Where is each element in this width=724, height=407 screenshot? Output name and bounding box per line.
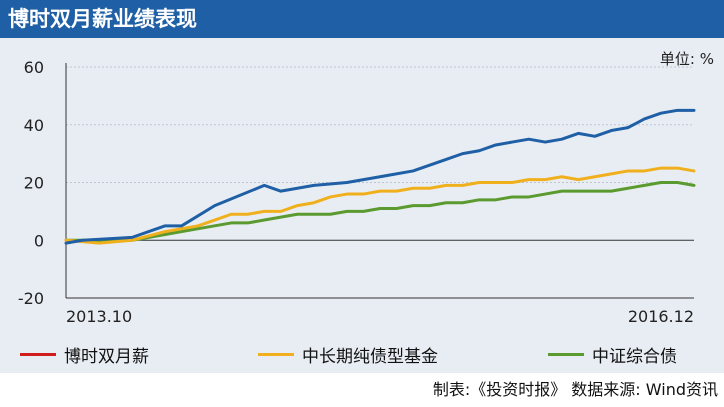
legend-label: 中证综合债 — [592, 346, 677, 367]
legend-label: 博时双月薪 — [64, 346, 149, 367]
legend: 博时双月薪 中长期纯债型基金 中证综合债 — [0, 338, 724, 370]
y-tick-label: -20 — [18, 289, 44, 308]
legend-item: 中长期纯债型基金 — [258, 338, 438, 370]
y-tick-label: 20 — [24, 174, 44, 193]
series-line — [64, 166, 696, 245]
y-tick-label: 0 — [34, 231, 44, 250]
chart-title: 博时双月薪业绩表现 — [0, 0, 724, 38]
x-tick-label: 2013.10 — [66, 307, 132, 326]
chart-panel — [0, 38, 724, 373]
x-tick-label: 2016.12 — [628, 307, 694, 326]
legend-item: 中证综合债 — [548, 338, 677, 370]
unit-label: 单位: % — [659, 50, 714, 68]
source-note: 制表:《投资时报》 数据来源: Wind资讯 — [432, 380, 718, 399]
series-line — [64, 181, 696, 242]
line-chart: -20 0 20 40 60 2013.10 2016.12 — [18, 58, 696, 326]
y-tick-label: 60 — [24, 58, 44, 77]
series-line — [64, 108, 696, 245]
legend-label: 中长期纯债型基金 — [302, 346, 438, 367]
legend-swatch — [258, 352, 294, 356]
legend-swatch — [548, 352, 584, 356]
y-tick-label: 40 — [24, 116, 44, 135]
legend-item: 博时双月薪 — [20, 338, 149, 370]
legend-swatch — [20, 352, 56, 356]
